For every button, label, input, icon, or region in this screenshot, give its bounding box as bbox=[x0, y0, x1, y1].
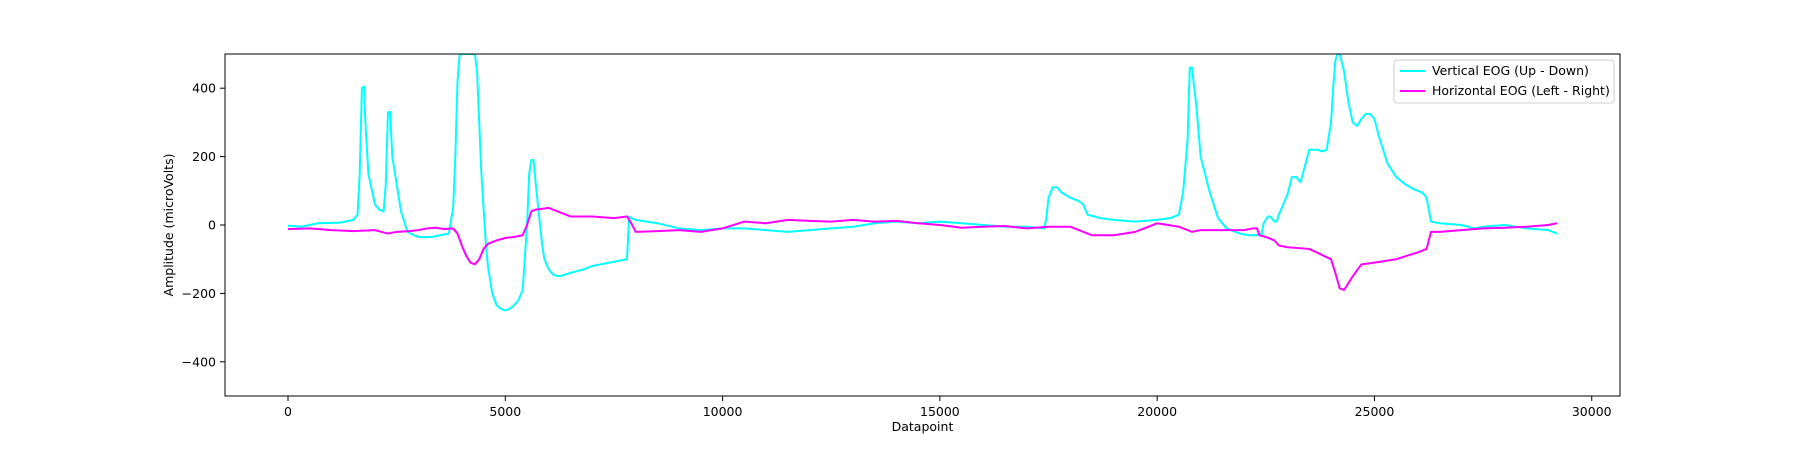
x-tick-label: 20000 bbox=[1137, 404, 1177, 419]
y-tick-label: −200 bbox=[182, 286, 216, 301]
x-axis-label: Datapoint bbox=[892, 419, 954, 434]
y-axis-ticks: −400 −200 0 200 400 bbox=[182, 81, 225, 369]
legend-label-vertical: Vertical EOG (Up - Down) bbox=[1432, 63, 1589, 78]
y-tick-label: 0 bbox=[208, 218, 216, 233]
x-tick-label: 5000 bbox=[489, 404, 521, 419]
x-axis-ticks: 0 5000 10000 15000 20000 25000 30000 bbox=[284, 396, 1612, 419]
x-tick-label: 15000 bbox=[920, 404, 960, 419]
legend: Vertical EOG (Up - Down) Horizontal EOG … bbox=[1393, 59, 1615, 104]
y-tick-label: 200 bbox=[192, 149, 216, 164]
series-line-0 bbox=[287, 54, 1558, 312]
x-tick-label: 0 bbox=[284, 404, 292, 419]
x-tick-label: 25000 bbox=[1355, 404, 1395, 419]
legend-box bbox=[1393, 59, 1615, 104]
y-tick-label: −400 bbox=[182, 354, 216, 369]
series-line-1 bbox=[287, 206, 1558, 291]
x-tick-label: 30000 bbox=[1572, 404, 1612, 419]
y-axis-label: Amplitude (microVolts) bbox=[161, 154, 176, 297]
plot-area bbox=[225, 54, 1620, 396]
legend-label-horizontal: Horizontal EOG (Left - Right) bbox=[1432, 83, 1610, 98]
y-tick-label: 400 bbox=[192, 81, 216, 96]
x-tick-label: 10000 bbox=[703, 404, 743, 419]
series-layer bbox=[287, 54, 1558, 312]
